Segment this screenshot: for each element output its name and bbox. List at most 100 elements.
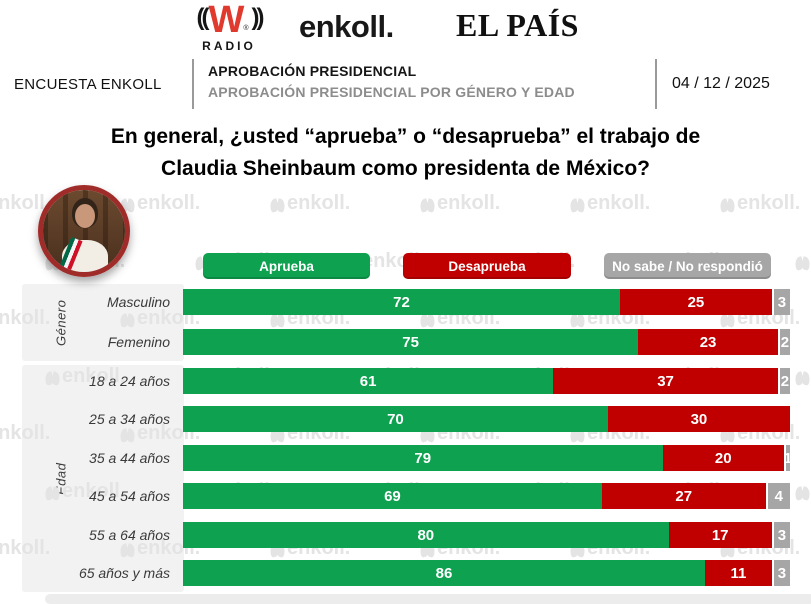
enkoll-watermark: enkoll. [0,192,50,215]
page-subtitle: APROBACIÓN PRESIDENCIAL POR GÉNERO Y EDA… [208,84,575,100]
w-radio-logo: (( W ® )) RADIO [186,0,272,53]
bottom-strip [45,594,811,604]
segment-desaprueba: 30 [607,406,790,432]
watermark-text: enkoll. [0,307,51,329]
survey-question: En general, ¿usted “aprueba” o “desaprue… [0,121,811,185]
segment-desaprueba: 23 [638,329,778,355]
segment-value: 86 [435,564,453,582]
segment-aprueba: 80 [183,522,669,548]
legend: Aprueba Desaprueba No sabe / No respondi… [0,253,811,280]
segment-desaprueba: 27 [601,483,766,509]
segment-value: 3 [777,564,787,582]
watermark-text: enkoll. [437,192,501,214]
segment-ns_nr: 2 [777,329,790,355]
enkoll-watermark: enkoll. [45,365,125,388]
segment-aprueba: 72 [183,289,621,315]
segment-value: 3 [777,293,787,311]
radio-waves-right-icon: )) [251,4,265,31]
segment-aprueba: 69 [183,483,602,509]
page-title: APROBACIÓN PRESIDENCIAL [208,63,417,79]
enkoll-watermark: enkoll. [420,192,500,215]
enkoll-watermark: enkoll. [120,192,200,215]
enkoll-watermark: enkoll. [0,537,50,560]
row-category-label: 18 a 24 años [89,373,170,389]
vertical-divider [192,59,194,109]
segment-value: 70 [387,410,404,428]
stacked-bar: 61 37 2 [183,368,790,394]
segment-value: 75 [402,333,419,351]
survey-date: 04 / 12 / 2025 [672,75,770,92]
row-category-label: Femenino [107,334,170,350]
question-line-2: Claudia Sheinbaum como presidenta de Méx… [161,157,650,180]
segment-value: 4 [774,487,783,505]
segment-value: 25 [687,293,705,311]
segment-value: 79 [414,449,432,467]
watermark-text: enkoll. [0,422,51,444]
legend-aprueba: Aprueba [203,253,370,279]
watermark-text: enkoll. [0,192,51,214]
el-pais-logo: EL PAÍS [456,7,579,43]
row-category-label: 35 a 44 años [89,450,170,466]
row-category-label: Masculino [106,294,170,310]
segment-value: 20 [714,449,732,467]
segment-value: 72 [393,293,410,311]
segment-value: 69 [384,487,401,505]
stacked-bar: 75 23 2 [183,329,790,355]
segment-value: 23 [699,333,717,351]
segment-aprueba: 86 [183,560,706,586]
row-category-label: 65 años y más [78,565,170,581]
watermark-text: enkoll. [0,537,51,559]
segment-desaprueba: 20 [662,445,784,471]
bar-row: 45 a 54 años 69 27 4 [0,483,811,509]
segment-value: 80 [417,526,435,544]
segment-ns_nr: 1 [783,445,793,471]
segment-aprueba: 79 [183,445,663,471]
enkoll-watermark: enkoll. [0,422,50,445]
segment-aprueba: 61 [183,368,554,394]
watermark-text: enkoll. [137,192,201,214]
enkoll-watermark: enkoll. [270,192,350,215]
w-radio-letter: W [208,0,245,41]
segment-aprueba: 70 [183,406,608,432]
portrait-face [75,204,95,228]
stacked-bar: 79 20 1 [183,445,793,471]
legend-desaprueba: Desaprueba [403,253,571,279]
group-panel-genero: Género [22,284,184,361]
stacked-bar: 72 25 3 [183,289,790,315]
claudia-sheinbaum-portrait [38,185,130,277]
segment-value: 37 [657,372,674,390]
radio-waves-left-icon: (( [196,4,209,31]
bar-row: 18 a 24 años 61 37 2 [0,368,811,394]
watermark-text: enkoll. [62,365,126,387]
enkoll-watermark: enkoll. [720,192,800,215]
group-panel-edad: Edad [22,365,184,592]
segment-ns_nr: 3 [771,522,790,548]
segment-desaprueba: 17 [668,522,772,548]
bar-row: 55 a 64 años 80 17 3 [0,522,811,548]
enkoll-logo: enkoll. [299,9,394,44]
segment-value: 61 [359,372,377,390]
segment-desaprueba: 25 [620,289,772,315]
w-radio-wordmark: RADIO [202,39,256,53]
segment-value: 1 [783,449,793,467]
bar-row: 65 años y más 86 11 3 [0,560,811,586]
segment-ns_nr: 2 [777,368,790,394]
enkoll-watermark: enkoll. [45,480,125,503]
bar-row: Femenino 75 23 2 [0,329,811,355]
stacked-bar: 69 27 4 [183,483,790,509]
stacked-bar: 86 11 3 [183,560,790,586]
segment-value: 3 [777,526,787,544]
stacked-bar: 80 17 3 [183,522,790,548]
segment-value: 11 [730,564,747,582]
segment-ns_nr: 3 [771,289,790,315]
row-category-label: 55 a 64 años [89,527,170,543]
enkoll-watermark: enkoll. [0,307,50,330]
segment-desaprueba: 37 [553,368,778,394]
enkoll-watermark: enkoll. [570,192,650,215]
segment-value: 2 [780,333,790,351]
bar-row: Masculino 72 25 3 [0,289,811,315]
legend-no-sabe: No sabe / No respondió [604,253,771,279]
title-bar: ENCUESTA ENKOLL APROBACIÓN PRESIDENCIAL … [0,58,811,110]
stacked-bar: 70 30 [183,406,790,432]
